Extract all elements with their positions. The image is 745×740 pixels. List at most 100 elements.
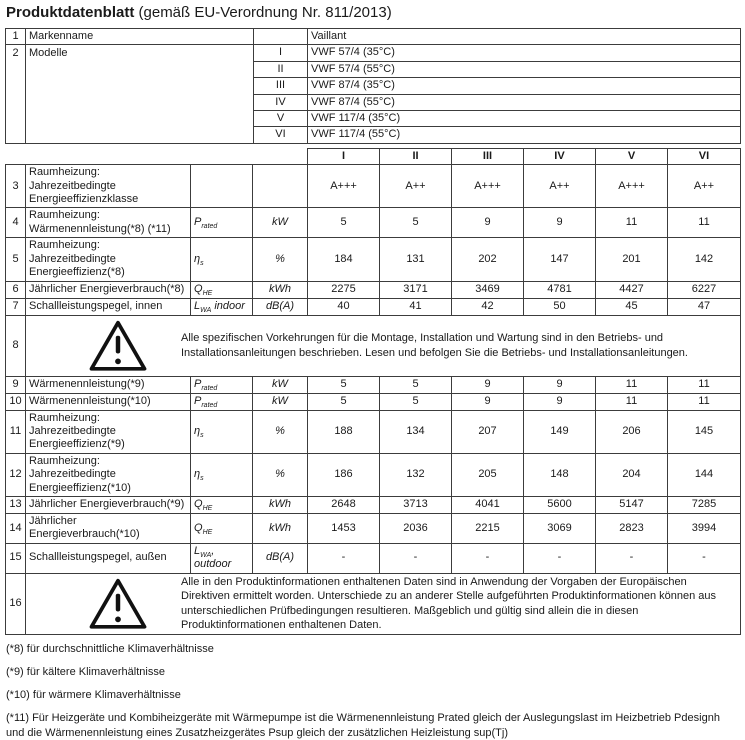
value-cell-r3-c3: A+++ [451,164,524,209]
warning-triangle-icon [87,577,149,631]
value-cell-r9-c4: 9 [523,375,596,394]
row-number: 4 [5,207,26,239]
value-cell-r7-c4: 50 [523,297,596,316]
value-cell-r14-c5: 2823 [595,512,668,544]
notice-content: Alle spezifischen Vorkehrungen für die M… [29,319,737,373]
unit-cell: kWh [252,495,308,514]
value-cell-r4-c4: 9 [523,207,596,239]
value-cell-r4-c5: 11 [595,207,668,239]
notice-cell: Alle in den Produktinformationen enthalt… [25,572,741,635]
row-number: 14 [5,512,26,544]
table-row: 2 Modelle I VWF 57/4 (35°C) [5,44,741,144]
model-key-III: III [253,77,308,95]
main-table-body: I II III IV V VI 3 Raumheizung: Jahrezeitbeding… [5,147,741,635]
value-cell-r6-c6: 6227 [667,280,741,299]
main-table-wrap: I II III IV V VI 3 Raumheizung: Jahrezeitbeding… [5,147,741,635]
value-cell-r3-c1: A+++ [307,164,380,209]
info-table: 1 Markenname Vaillant 2 Modelle I VWF 57/4 (35… [5,27,741,144]
symbol-cell [190,164,253,209]
value-cell-r15-c5: - [595,542,668,574]
unit-cell: kW [252,392,308,411]
data-row-15: 15 Schallleistungspegel, außen LWA, outdoo… [5,542,741,574]
model-value-IV: VWF 87/4 (55°C) [307,93,741,112]
value-cell-r5-c2: 131 [379,237,452,282]
data-row-11: 11 Raumheizung: Jahrezeitbedingte Energie… [5,409,741,454]
row-label: Jährlicher Energieverbrauch(*10) [25,512,191,544]
value-cell-r3-c4: A++ [523,164,596,209]
symbol-sub: rated [201,384,218,392]
value-cell-r5-c4: 147 [523,237,596,282]
row-label: Raumheizung: Jahrezeitbedingte Energieef… [25,409,191,454]
table-row: VI VWF 117/4 (55°C) [6,126,741,144]
value-cell-r11-c1: 188 [307,409,380,454]
value-cell-r13-c1: 2648 [307,495,380,514]
footnotes: (*8) für durchschnittliche Klimaverhältn… [6,642,740,740]
row-label: Schallleistungspegel, außen [25,542,191,574]
value-cell-r9-c2: 5 [379,375,452,394]
row-label: Raumheizung: Wärmenennleistung(*8) (*11) [25,207,191,239]
main-table: I II III IV V VI 3 Raumheizung: Jahrezeitbeding… [5,147,741,635]
data-row-4: 4 Raumheizung: Wärmenennleistung(*8) (*11… [5,207,741,239]
model-value-II: VWF 57/4 (55°C) [307,60,741,79]
model-value-III: VWF 87/4 (35°C) [307,77,741,95]
notice-row-16: 16 Alle in den Produktinformationen entha… [5,572,741,635]
model-key-VI: VI [253,126,308,144]
value-cell-r7-c2: 41 [379,297,452,316]
value-cell-r6-c3: 3469 [451,280,524,299]
row-label: Raumheizung: Jahrezeitbedingte Energieef… [25,452,191,497]
value-cell-r12-c1: 186 [307,452,380,497]
notice-row-8: 8 Alle spezifischen Vorkehrungen für die … [5,314,741,377]
row-label: Schallleistungspegel, innen [25,297,191,316]
spacer-cell [191,148,253,164]
unit-cell: % [252,237,308,282]
data-row-10: 10 Wärmenennleistung(*10) Prated kW 5 5 9 9 11 11 [5,392,741,411]
symbol-base: Q [194,498,203,511]
row-label: Jährlicher Energieverbrauch(*9) [25,495,191,514]
value-cell-r14-c1: 1453 [307,512,380,544]
value-cell-r6-c5: 4427 [595,280,668,299]
value-cell-r10-c6: 11 [667,392,741,411]
symbol-sub: WA [200,306,212,314]
row-number: 16 [5,572,26,635]
notice-text: Alle in den Produktinformationen enthalt… [181,575,717,631]
row-number: 11 [5,409,26,454]
value-cell-r7-c1: 40 [307,297,380,316]
symbol-cell: Prated [190,207,253,239]
brand-value: Vaillant [307,27,741,46]
row-number: 9 [5,375,26,394]
column-header-IV: IV [523,147,596,166]
value-cell-r5-c1: 184 [307,237,380,282]
unit-cell: dB(A) [252,542,308,574]
symbol-suffix: , outdoor [194,544,232,571]
page-title-main: Produktdatenblatt [6,4,135,21]
value-cell-r4-c6: 11 [667,207,741,239]
value-cell-r5-c3: 202 [451,237,524,282]
data-row-5: 5 Raumheizung: Jahrezeitbedingte Energiee… [5,237,741,282]
model-key-V: V [253,110,308,128]
symbol-sub: HE [202,528,213,536]
notice-cell: Alle spezifischen Vorkehrungen für die M… [25,314,741,377]
unit-cell: % [252,409,308,454]
value-cell-r15-c4: - [523,542,596,574]
notice-text: Alle spezifischen Vorkehrungen für die M… [181,332,688,359]
symbol-cell: LWA, outdoor [190,542,253,574]
value-cell-r4-c3: 9 [451,207,524,239]
unit-cell: kWh [252,512,308,544]
value-cell-r7-c5: 45 [595,297,668,316]
value-cell-r14-c2: 2036 [379,512,452,544]
data-row-9: 9 Wärmenennleistung(*9) Prated kW 5 5 9 9 11 11 [5,375,741,394]
value-cell-r5-c6: 142 [667,237,741,282]
column-header-row: I II III IV V VI [6,147,741,166]
value-cell-r10-c1: 5 [307,392,380,411]
symbol-base: Q [194,521,203,534]
row-number: 3 [5,164,26,209]
row-label: Raumheizung: Jahrezeitbedingte Energieef… [25,164,191,209]
symbol-base: η [194,468,201,481]
value-cell-r11-c3: 207 [451,409,524,454]
symbol-sub: rated [201,401,218,409]
spacer-cell [26,148,191,164]
value-cell-r15-c3: - [451,542,524,574]
row-number: 5 [5,237,26,282]
table-row: 1 Markenname Vaillant [5,27,741,46]
